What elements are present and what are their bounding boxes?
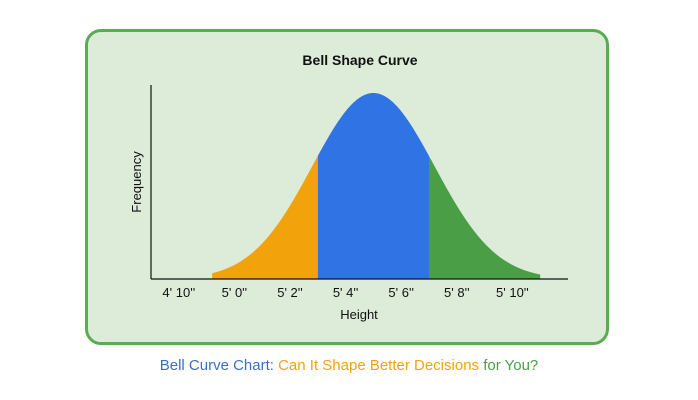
x-tick-label: 5' 2''	[277, 285, 303, 300]
x-tick-label: 5' 8''	[444, 285, 470, 300]
x-tick-label: 4' 10''	[162, 285, 195, 300]
curve-region-2	[317, 93, 429, 279]
caption-part-3: for You?	[479, 357, 539, 374]
caption-part-2: Can It Shape Better Decisions	[278, 357, 480, 374]
curve-regions	[212, 93, 541, 279]
caption-part-1: Bell Curve Chart:	[159, 357, 279, 374]
curve-region-1	[212, 155, 318, 279]
x-axis-label: Height	[340, 307, 378, 322]
y-axis-label: Frequency	[129, 151, 144, 213]
chart-title: Bell Shape Curve	[302, 52, 417, 68]
x-tick-labels: 4' 10'' 5' 0'' 5' 2'' 5' 4'' 5' 6'' 5' 8'' 5' …	[162, 285, 528, 300]
caption: Bell Curve Chart: Can It Shape Better De…	[0, 357, 698, 374]
x-tick-label: 5' 6''	[388, 285, 414, 300]
x-tick-label: 5' 4''	[333, 285, 359, 300]
curve-region-3	[429, 155, 541, 279]
x-tick-label: 5' 0''	[222, 285, 248, 300]
x-tick-label: 5' 10''	[496, 285, 529, 300]
